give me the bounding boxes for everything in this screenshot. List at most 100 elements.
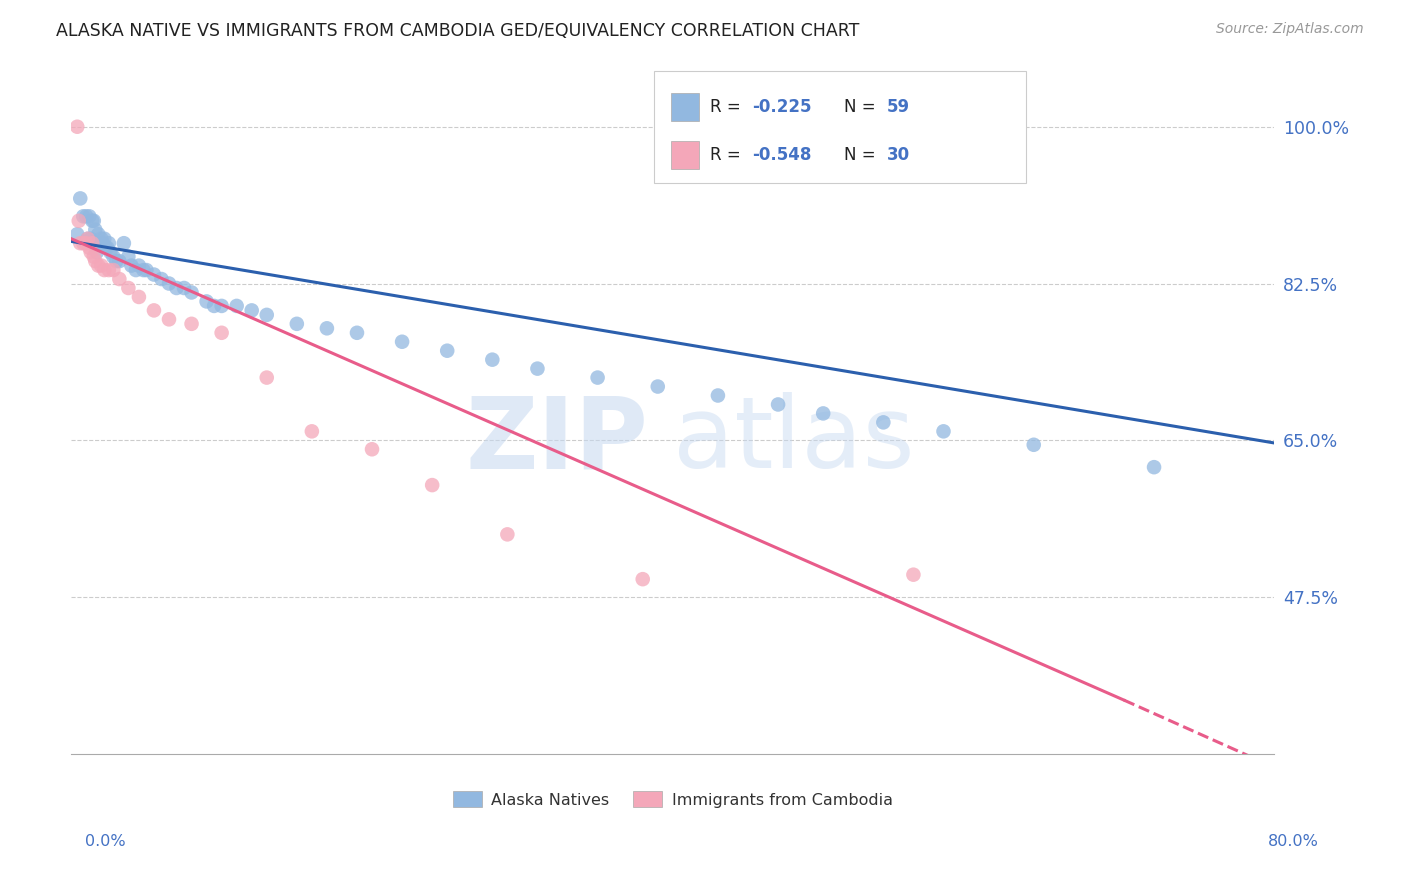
Point (202, 299, 225, 313)
Text: 30: 30 (887, 146, 910, 164)
Point (103, 250, 125, 264)
Point (84, 223, 107, 237)
Point (90, 259, 112, 273)
Point (82, 236, 104, 251)
Point (80, 245, 103, 260)
Point (1143, 460, 1166, 475)
Point (135, 263, 157, 277)
Point (903, 567, 925, 582)
Point (80, 232, 103, 246)
Text: atlas: atlas (673, 392, 914, 489)
Point (346, 326, 368, 340)
Point (142, 268, 165, 282)
Point (128, 290, 150, 304)
Point (72, 236, 94, 251)
Point (87, 259, 110, 273)
Point (69, 191, 91, 205)
Point (142, 303, 165, 318)
Point (436, 343, 458, 358)
Point (97, 263, 120, 277)
Point (79, 210, 101, 224)
Point (117, 281, 139, 295)
Point (83, 214, 105, 228)
Point (1022, 438, 1045, 452)
Point (707, 388, 730, 402)
Text: 59: 59 (887, 98, 910, 116)
Point (91, 236, 114, 251)
Point (361, 442, 384, 457)
Point (211, 326, 233, 340)
Text: -0.225: -0.225 (752, 98, 811, 116)
Point (112, 236, 135, 251)
Point (150, 272, 173, 286)
Point (75, 210, 97, 224)
Point (180, 285, 202, 300)
Point (89, 236, 111, 251)
Text: N =: N = (844, 146, 880, 164)
Point (586, 370, 609, 384)
Point (872, 416, 894, 430)
Point (120, 259, 142, 273)
Point (173, 281, 195, 295)
Point (76, 232, 98, 246)
Text: Source: ZipAtlas.com: Source: ZipAtlas.com (1216, 22, 1364, 37)
Point (256, 370, 278, 384)
Point (87, 236, 110, 251)
Point (766, 397, 789, 411)
Point (108, 272, 131, 286)
Point (117, 250, 139, 264)
Point (132, 263, 155, 277)
Text: 0.0%: 0.0% (86, 834, 125, 849)
Point (69, 236, 91, 251)
Text: R =: R = (710, 146, 747, 164)
Point (211, 299, 233, 313)
Point (166, 281, 188, 295)
Text: N =: N = (844, 98, 880, 116)
Legend: Alaska Natives, Immigrants from Cambodia: Alaska Natives, Immigrants from Cambodia (447, 785, 898, 814)
Point (316, 321, 339, 335)
Text: -0.548: -0.548 (752, 146, 811, 164)
Point (86, 245, 108, 260)
Point (90, 232, 112, 246)
Point (225, 299, 247, 313)
Point (391, 334, 413, 349)
Point (240, 303, 263, 318)
Point (66, 120, 89, 134)
Point (932, 425, 955, 439)
Text: R =: R = (710, 98, 747, 116)
Point (82, 214, 104, 228)
Point (103, 263, 125, 277)
Point (496, 527, 519, 541)
Point (67, 214, 90, 228)
Point (811, 406, 834, 420)
Point (420, 478, 443, 492)
Point (195, 294, 218, 309)
Point (83, 250, 105, 264)
Point (66, 227, 89, 242)
Point (93, 232, 115, 246)
Point (98, 245, 121, 260)
Point (105, 254, 128, 268)
Text: ZIP: ZIP (465, 392, 648, 489)
Point (84, 254, 107, 268)
Point (256, 308, 278, 322)
Point (76, 232, 98, 246)
Point (301, 425, 323, 439)
Point (526, 361, 548, 376)
Point (180, 317, 202, 331)
Point (75, 236, 97, 251)
Point (94, 241, 117, 255)
Point (631, 572, 654, 586)
Text: 80.0%: 80.0% (1268, 834, 1319, 849)
Point (157, 277, 180, 291)
Text: ALASKA NATIVE VS IMMIGRANTS FROM CAMBODIA GED/EQUIVALENCY CORRELATION CHART: ALASKA NATIVE VS IMMIGRANTS FROM CAMBODI… (56, 22, 859, 40)
Point (125, 263, 148, 277)
Point (481, 352, 503, 367)
Point (87, 227, 110, 242)
Point (96, 241, 118, 255)
Point (93, 263, 115, 277)
Point (285, 317, 308, 331)
Point (108, 254, 131, 268)
Point (79, 241, 101, 255)
Point (72, 210, 94, 224)
